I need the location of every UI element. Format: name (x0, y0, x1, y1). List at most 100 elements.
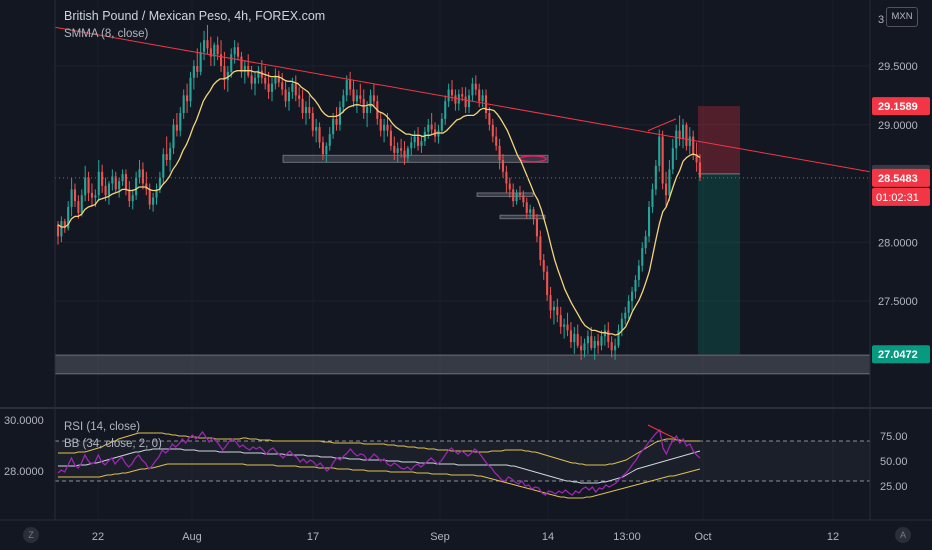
candle-body (648, 207, 651, 237)
rsi-pane (55, 424, 870, 499)
rsi-line (57, 428, 701, 496)
candle-body (590, 336, 593, 348)
candle-body (243, 66, 246, 72)
candle-body (556, 306, 559, 316)
price-zones (54, 154, 871, 375)
candle-body (430, 124, 433, 130)
candle-body (311, 113, 314, 131)
candle-body (172, 124, 175, 149)
candle-body (162, 154, 165, 178)
candle-body (668, 169, 671, 196)
candle-body (294, 83, 297, 96)
candle-body (641, 248, 644, 266)
support-zone (476, 192, 534, 197)
x-tick-label: 13:00 (613, 531, 641, 543)
candle-body (223, 66, 226, 81)
candle-body (87, 177, 90, 193)
countdown-box (872, 187, 930, 206)
candle-body (467, 95, 471, 108)
candle-body (569, 330, 572, 343)
candle-body (484, 95, 488, 113)
candle-body (549, 295, 552, 311)
candle-body (450, 89, 454, 96)
candle-body (145, 183, 148, 190)
candle-body (321, 142, 324, 155)
candle-body (610, 342, 613, 351)
candle-body (552, 306, 555, 311)
candle-body (131, 195, 134, 202)
drawings-layer[interactable] (54, 26, 871, 173)
candle-body (675, 130, 678, 149)
bb-legend: BB (34, close, 2, 0) (64, 438, 162, 450)
short-position-tool[interactable] (698, 106, 740, 355)
candle-body (546, 271, 549, 296)
candle-body (580, 345, 583, 351)
candle-body (664, 183, 668, 196)
candle-body (386, 124, 389, 131)
candle-body (542, 259, 545, 272)
candle-body (182, 95, 185, 113)
candle-body (393, 145, 396, 153)
candle-body (332, 118, 335, 135)
candle-body (80, 195, 83, 213)
timezone-z-button[interactable]: Z (23, 527, 39, 543)
candle-body (607, 330, 610, 343)
candle-body (389, 130, 392, 146)
candle-body (220, 54, 223, 66)
candle-body (94, 195, 97, 198)
candle-body (104, 185, 107, 196)
candle-body (169, 148, 172, 160)
candle-body (213, 44, 216, 57)
candle-body (318, 127, 321, 143)
candle-body (474, 83, 477, 90)
candle-body (576, 333, 579, 346)
candle-body (423, 131, 426, 142)
smma-line (57, 70, 701, 336)
price-label-box (872, 168, 930, 187)
candle-body (121, 174, 124, 182)
candle-body (444, 101, 447, 119)
y-tick-label: 29.5000 (878, 61, 918, 73)
candle-body (413, 136, 416, 143)
auto-scale-button[interactable]: A (895, 527, 911, 543)
candle-body (464, 96, 467, 108)
candle-body (56, 224, 60, 237)
x-tick-label: Oct (694, 531, 711, 543)
candle-body (179, 113, 182, 131)
candle-body (644, 236, 647, 249)
price-label-text: 27.0472 (878, 349, 918, 361)
candle-body (338, 107, 341, 125)
candle-body (236, 47, 240, 57)
candle-body (101, 171, 104, 186)
candle-body (304, 107, 308, 113)
candle-body (383, 124, 386, 131)
candle-body (114, 176, 117, 190)
price-label-text: 29.1589 (878, 101, 918, 113)
candle-body (695, 154, 698, 163)
price-label-box (872, 97, 930, 116)
candle-body (90, 192, 94, 198)
candle-body (287, 91, 291, 102)
candle-body (270, 83, 274, 92)
currency-badge[interactable]: MXN (886, 7, 918, 27)
main-grid (55, 0, 870, 520)
candle-body (128, 189, 131, 202)
candle-body (355, 95, 358, 102)
candle-body (518, 192, 522, 196)
candle-body (63, 221, 66, 229)
candle-body (274, 75, 277, 84)
rsi-right-tick: 75.00 (880, 431, 908, 443)
candle-body (586, 336, 589, 344)
candle-body (70, 189, 73, 207)
candle-body (495, 136, 498, 146)
candle-body (539, 236, 542, 260)
candle-body (264, 77, 267, 84)
candle-body (325, 145, 328, 155)
rsi-band-fill (55, 441, 870, 481)
candle-body (661, 136, 664, 184)
candle-body (406, 148, 409, 158)
candle-body (226, 71, 229, 81)
rsi-legend: RSI (14, close) (64, 421, 141, 433)
